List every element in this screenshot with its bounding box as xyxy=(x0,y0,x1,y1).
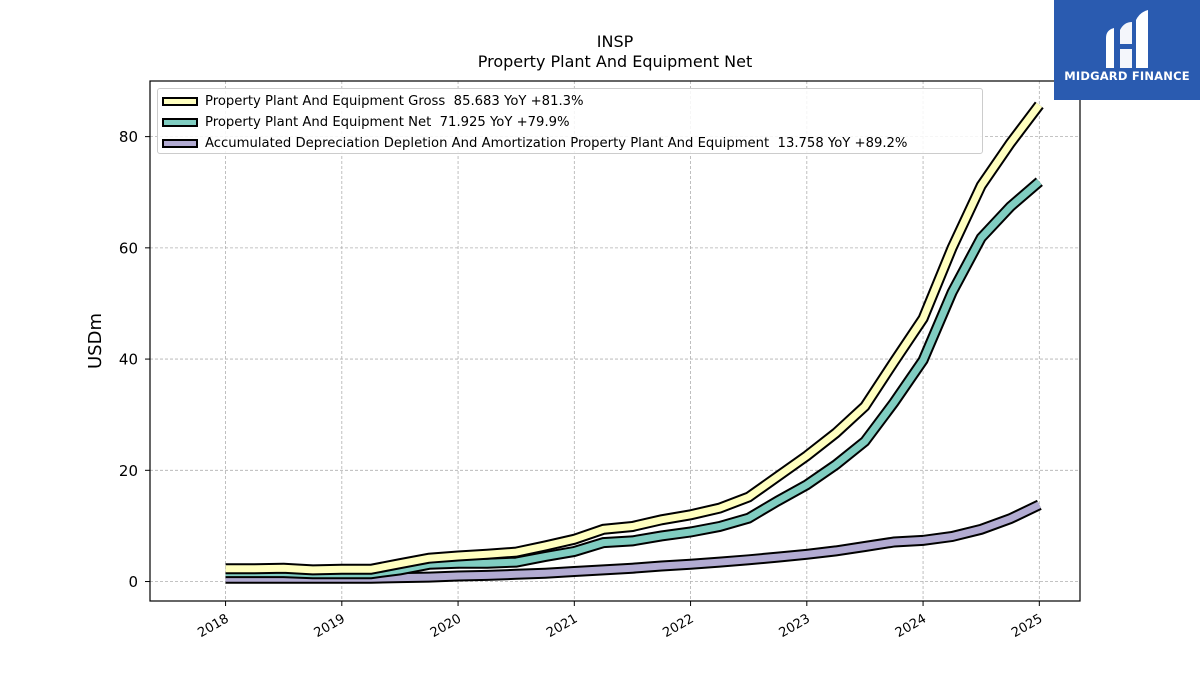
y-axis-label: USDm xyxy=(85,313,106,369)
chart-subtitle: Property Plant And Equipment Net xyxy=(477,52,753,71)
x-tick-label: 2024 xyxy=(893,611,929,641)
plot-frame xyxy=(149,80,1081,602)
legend-swatch-net xyxy=(162,117,198,127)
x-tick-label: 2022 xyxy=(660,611,696,641)
series-line-outline xyxy=(225,177,1043,580)
legend: Property Plant And Equipment Gross 85.68… xyxy=(157,88,983,154)
legend-label-gross: Property Plant And Equipment Gross 85.68… xyxy=(205,93,584,109)
x-tick-label: 2021 xyxy=(544,611,580,641)
y-tick-label: 80 xyxy=(119,128,138,146)
x-tick-label: 2025 xyxy=(1009,611,1045,641)
legend-item-depreciation: Accumulated Depreciation Depletion And A… xyxy=(162,133,907,153)
legend-item-net: Property Plant And Equipment Net 71.925 … xyxy=(162,112,570,132)
series-lines xyxy=(225,101,1044,584)
brand-name: MIDGARD FINANCE xyxy=(1064,69,1190,83)
legend-label-net: Property Plant And Equipment Net 71.925 … xyxy=(205,114,570,130)
y-tick-label: 0 xyxy=(128,573,138,591)
y-tick-label: 60 xyxy=(119,239,138,257)
x-tick-label: 2020 xyxy=(428,611,464,641)
series-line-outline xyxy=(225,101,1044,576)
y-tick-label: 20 xyxy=(119,462,138,480)
legend-swatch-depreciation xyxy=(162,138,198,148)
x-tick-label: 2018 xyxy=(195,611,231,641)
legend-item-gross: Property Plant And Equipment Gross 85.68… xyxy=(162,91,584,111)
legend-label-depreciation: Accumulated Depreciation Depletion And A… xyxy=(205,135,908,151)
y-tick-label: 40 xyxy=(119,351,138,369)
chart-title: INSP xyxy=(596,32,634,51)
legend-swatch-gross xyxy=(162,96,198,106)
x-tick-label: 2023 xyxy=(777,611,813,641)
x-tick-label: 2019 xyxy=(312,611,348,641)
brand-mark-icon xyxy=(1106,10,1148,68)
series-line xyxy=(225,102,1043,574)
brand-logo: MIDGARD FINANCE xyxy=(1054,0,1200,100)
